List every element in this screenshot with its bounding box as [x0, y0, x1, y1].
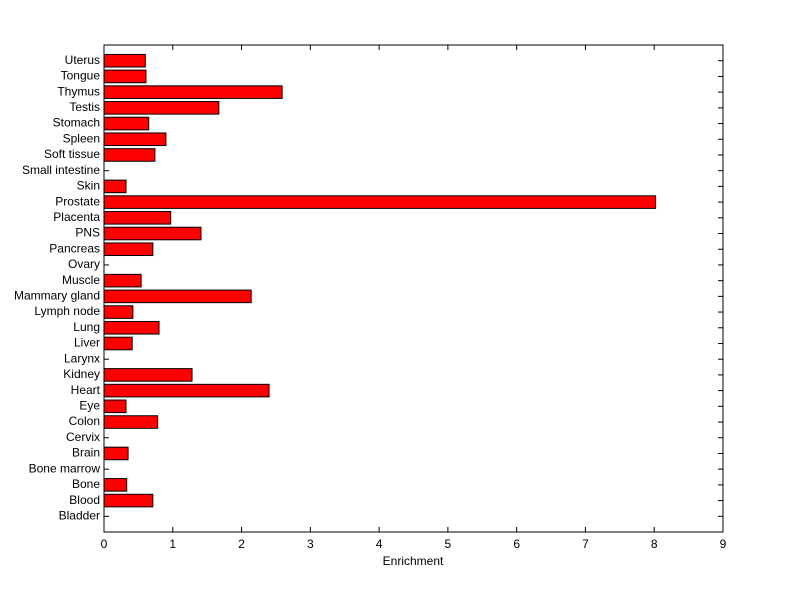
y-tick-label: Prostate: [55, 194, 100, 208]
bar: [103, 179, 127, 194]
bar: [103, 273, 142, 288]
bar: [103, 101, 220, 115]
bar: [103, 69, 147, 84]
bar: [103, 195, 657, 209]
bar: [103, 305, 134, 319]
bar: [103, 368, 193, 382]
x-tick-label: 3: [307, 537, 314, 551]
y-tick-label: Stomach: [53, 116, 100, 130]
y-tick-label: Spleen: [63, 131, 100, 145]
y-tick-label: Tongue: [61, 69, 101, 83]
bar: [103, 478, 128, 492]
y-tick-label: Heart: [71, 383, 101, 397]
y-tick-label: Bone: [72, 477, 100, 491]
y-tick-label: Skin: [77, 179, 100, 193]
x-tick-label: 0: [101, 537, 108, 551]
y-tick-label: Kidney: [63, 367, 100, 381]
y-tick-label: Soft tissue: [44, 147, 100, 161]
y-tick-label: Pancreas: [49, 241, 100, 255]
bar: [103, 226, 202, 241]
x-tick-label: 8: [651, 537, 658, 551]
plot-box: [103, 44, 724, 533]
bar: [103, 446, 129, 461]
y-tick-label: Colon: [69, 414, 100, 428]
x-tick-label: 5: [445, 537, 452, 551]
y-tick-label: Brain: [72, 446, 100, 460]
x-tick-label: 4: [376, 537, 383, 551]
bar: [103, 242, 154, 257]
y-tick-label: Thymus: [57, 84, 100, 98]
y-tick-label: Muscle: [62, 273, 100, 287]
bar: [103, 399, 127, 414]
bar: [103, 415, 159, 429]
y-tick-label: Bladder: [59, 508, 100, 522]
y-tick-label: Uterus: [65, 53, 100, 67]
bar: [103, 336, 133, 351]
x-tick-label: 6: [513, 537, 520, 551]
y-tick-label: Liver: [74, 336, 100, 350]
y-tick-label: Cervix: [66, 430, 100, 444]
x-tick-label: 1: [169, 537, 176, 551]
bar: [103, 320, 160, 335]
x-tick-label: 2: [238, 537, 245, 551]
y-tick-label: Bone marrow: [29, 461, 101, 475]
bar: [103, 85, 283, 99]
y-tick-label: Lung: [73, 320, 100, 334]
bar: [103, 148, 156, 162]
bar: [103, 289, 252, 304]
y-tick-label: Placenta: [53, 210, 100, 224]
bar: [103, 383, 270, 398]
y-tick-label: Lymph node: [34, 304, 100, 318]
y-tick-label: Testis: [69, 100, 100, 114]
y-tick-label: PNS: [75, 226, 100, 240]
y-tick-label: Mammary gland: [14, 289, 100, 303]
x-tick-label: 7: [582, 537, 589, 551]
y-tick-label: Eye: [79, 398, 100, 412]
y-tick-label: Blood: [69, 493, 100, 507]
bar: [103, 116, 150, 131]
x-axis-label: Enrichment: [383, 554, 444, 568]
bar: [103, 53, 146, 68]
bar: [103, 211, 172, 225]
bar: [103, 132, 167, 147]
y-tick-label: Larynx: [64, 351, 100, 365]
y-tick-label: Small intestine: [22, 163, 100, 177]
y-tick-label: Ovary: [68, 257, 100, 271]
x-tick-label: 9: [720, 537, 727, 551]
bar: [103, 493, 154, 508]
